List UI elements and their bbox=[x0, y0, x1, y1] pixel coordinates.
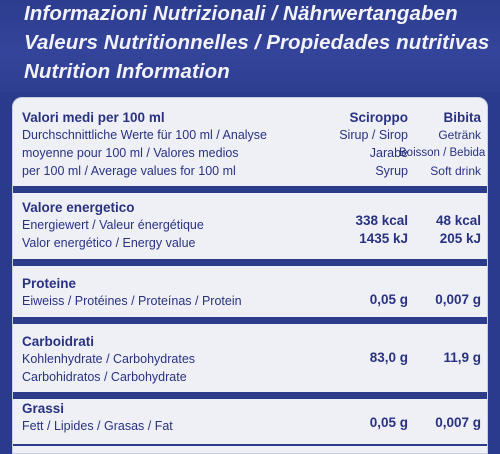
energy-drink-kcal: 48 kcal bbox=[435, 213, 481, 228]
energy-title: Valore energetico bbox=[22, 200, 135, 215]
fat-title: Grassi bbox=[22, 401, 65, 416]
intro-line-3: per 100 ml / Average values for 100 ml bbox=[22, 164, 236, 178]
energy-syrup-kcal: 338 kcal bbox=[355, 213, 408, 228]
carbs-drink-value: 11,9 g bbox=[443, 350, 481, 365]
intro-line-1: Durchschnittliche Werte für 100 ml / Ana… bbox=[22, 128, 268, 142]
nutrition-table: Valori medi per 100 ml Durchschnittliche… bbox=[12, 97, 488, 454]
header-line-en: Nutrition Information bbox=[24, 60, 230, 83]
separator bbox=[13, 186, 487, 193]
intro-title: Valori medi per 100 ml bbox=[22, 110, 165, 125]
carbs-line-1: Kohlenhydrate / Carbohydrates bbox=[22, 352, 196, 366]
column-syrup-line-2: Jarabe bbox=[369, 146, 408, 160]
energy-syrup-kj: 1435 kJ bbox=[359, 231, 408, 246]
column-drink-title: Bibita bbox=[443, 110, 481, 125]
column-syrup-title: Sciroppo bbox=[349, 110, 408, 125]
header-line-it-de: Informazioni Nutrizionali / Nährwertanga… bbox=[24, 2, 458, 25]
carbs-title: Carboidrati bbox=[22, 334, 95, 349]
energy-line-2: Valor energético / Energy value bbox=[22, 236, 196, 250]
protein-line: Eiweiss / Protéines / Proteínas / Protei… bbox=[22, 294, 242, 308]
intro-line-2: moyenne pour 100 ml / Valores medios bbox=[22, 146, 239, 160]
column-syrup-line-1: Sirup / Sirop bbox=[339, 128, 408, 142]
separator bbox=[13, 317, 487, 324]
energy-line-1: Energiewert / Valeur énergétique bbox=[22, 218, 204, 232]
fat-line: Fett / Lipides / Grasas / Fat bbox=[22, 419, 173, 433]
header-line-fr-es: Valeurs Nutritionnelles / Propiedades nu… bbox=[24, 31, 490, 54]
fat-drink-value: 0,007 g bbox=[435, 415, 481, 430]
column-drink-line-2: Boisson / Bebida bbox=[399, 147, 486, 159]
separator bbox=[13, 392, 487, 399]
energy-drink-kj: 205 kJ bbox=[439, 231, 481, 246]
label-header: Informazioni Nutrizionali / Nährwertanga… bbox=[0, 0, 500, 92]
separator bbox=[13, 444, 487, 446]
column-syrup-line-3: Syrup bbox=[375, 164, 408, 178]
carbs-syrup-value: 83,0 g bbox=[369, 350, 408, 365]
protein-syrup-value: 0,05 g bbox=[369, 292, 408, 307]
fat-syrup-value: 0,05 g bbox=[369, 415, 408, 430]
column-drink-line-1: Getränk bbox=[438, 128, 481, 142]
carbs-line-2: Carbohidratos / Carbohydrate bbox=[22, 370, 187, 384]
protein-title: Proteine bbox=[22, 276, 77, 291]
separator bbox=[13, 259, 487, 266]
protein-drink-value: 0,007 g bbox=[435, 292, 481, 307]
column-drink-line-3: Soft drink bbox=[430, 164, 481, 178]
